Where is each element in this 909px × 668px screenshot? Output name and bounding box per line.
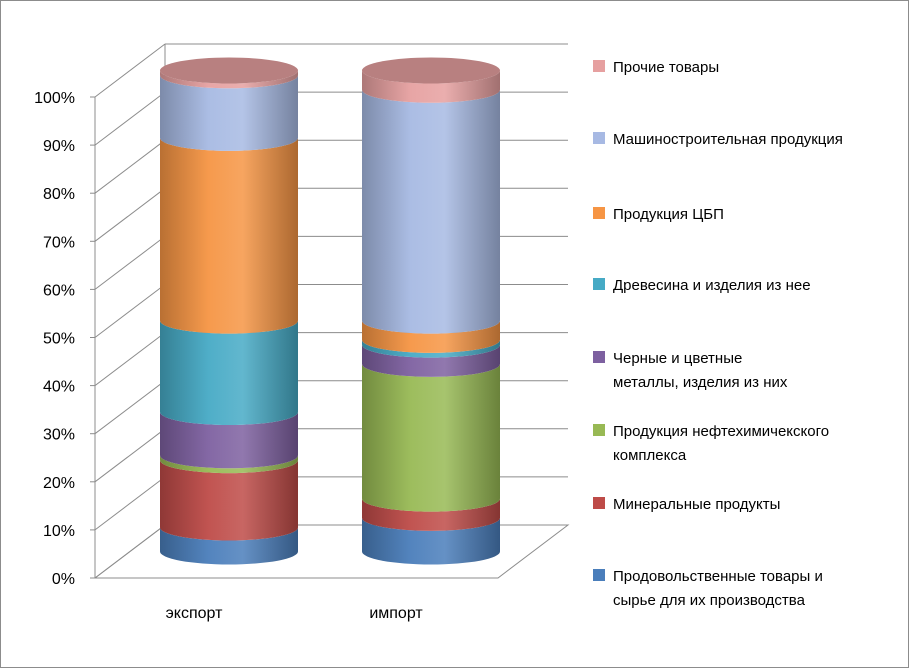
legend-label: комплекса <box>613 447 687 464</box>
bar-segment-0-7 <box>160 70 298 89</box>
y-tick-label: 60% <box>43 282 75 299</box>
legend: Прочие товары Машиностроительная продукци… <box>593 59 843 609</box>
bar-segment-1-2 <box>362 363 500 512</box>
legend-label: металлы, изделия из них <box>613 374 788 391</box>
bar-segment-1-6 <box>362 89 500 334</box>
gridline-side <box>94 43 166 98</box>
legend-swatch <box>593 569 605 581</box>
bar-segment-0-4 <box>160 320 298 426</box>
gridline-side <box>94 524 166 579</box>
bar-top-cap-1 <box>362 57 500 84</box>
bar-segment-0-3 <box>160 412 298 469</box>
legend-label: Минеральные продукты <box>613 496 780 513</box>
bar-segment-1-1 <box>362 498 500 531</box>
legend-swatch <box>593 351 605 363</box>
legend-label: Продукция нефтехимичекского <box>613 423 829 440</box>
legend-swatch <box>593 278 605 290</box>
legend-swatch <box>593 60 605 72</box>
legend-label: Черные и цветные <box>613 350 742 367</box>
gridline-side <box>94 139 166 194</box>
gridline-side <box>94 187 166 242</box>
legend-swatch <box>593 424 605 436</box>
legend-label: Древесина и изделия из нее <box>613 277 811 294</box>
y-tick-label: 0% <box>52 571 75 588</box>
y-tick-label: 30% <box>43 427 75 444</box>
category-label-1: импорт <box>369 605 423 622</box>
legend-label: Продукция ЦБП <box>613 206 724 223</box>
gridline-side <box>94 332 166 386</box>
bar-segment-1-4 <box>362 339 500 358</box>
legend-label: сырье для их производства <box>613 592 806 609</box>
y-tick-label: 20% <box>43 475 75 492</box>
gridline-side <box>94 284 166 338</box>
bar-segment-0-0 <box>160 527 298 565</box>
y-tick-label: 90% <box>43 138 75 155</box>
legend-label: Прочие товары <box>613 59 719 76</box>
bar-segment-1-0 <box>362 517 500 565</box>
y-axis-ticks: 0% 10% 20% 30% 40% 50% 60% 70% 80% 90% 100% <box>34 90 75 588</box>
y-tick-label: 40% <box>43 379 75 396</box>
gridline-side <box>94 236 166 290</box>
gridline-side <box>94 91 166 146</box>
bar-segment-0-5 <box>160 137 298 334</box>
bar-segment-0-1 <box>160 460 298 541</box>
legend-label: Машиностроительная продукция <box>613 131 843 148</box>
legend-label: Продовольственные товары и <box>613 568 823 585</box>
legend-swatch <box>593 497 605 509</box>
bars <box>160 57 500 565</box>
bar-segment-0-2 <box>160 455 298 474</box>
y-tick-label: 50% <box>43 331 75 348</box>
category-label-0: экспорт <box>166 605 223 622</box>
gridline-side <box>94 476 166 531</box>
bar-top-cap-0 <box>160 57 298 84</box>
bar-segment-1-7 <box>362 70 500 103</box>
legend-swatch <box>593 132 605 144</box>
bar-segment-1-5 <box>362 320 500 353</box>
gridline-side <box>94 380 166 435</box>
bar-segment-1-3 <box>362 344 500 377</box>
y-tick-label: 10% <box>43 523 75 540</box>
y-tick-label: 80% <box>43 186 75 203</box>
bar-segment-0-6 <box>160 75 298 151</box>
legend-swatch <box>593 207 605 219</box>
y-tick-label: 100% <box>34 90 75 107</box>
y-tick-label: 70% <box>43 234 75 251</box>
x-axis-categories: экспорт импорт <box>166 605 424 622</box>
gridline-side <box>94 428 166 483</box>
